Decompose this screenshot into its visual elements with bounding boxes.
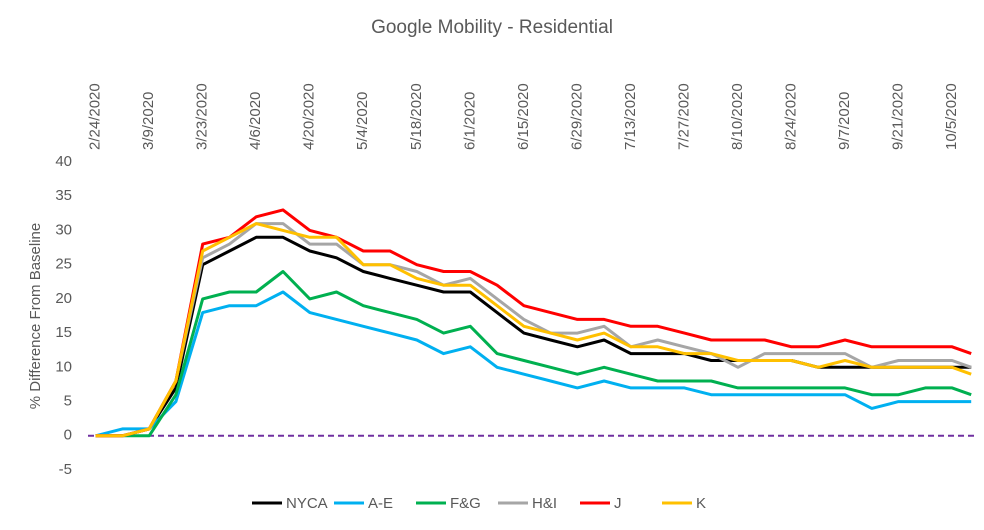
series-line — [95, 208, 972, 438]
y-axis-title: % Difference From Baseline — [27, 223, 44, 409]
legend-label: F&G — [450, 495, 481, 512]
y-tick-label: 25 — [55, 256, 72, 273]
y-tick-label: -5 — [59, 461, 72, 478]
x-tick-label: 6/1/2020 — [461, 92, 478, 150]
x-tick-label: 4/6/2020 — [247, 92, 264, 150]
series-line — [95, 235, 972, 438]
y-tick-label: 35 — [55, 187, 72, 204]
x-tick-label: 6/15/2020 — [515, 83, 532, 150]
y-tick-label: 5 — [64, 393, 72, 410]
series-line — [95, 222, 972, 438]
x-tick-label: 5/4/2020 — [354, 92, 371, 150]
legend-label: J — [614, 495, 622, 512]
y-tick-label: 10 — [55, 358, 72, 375]
x-tick-label: 2/24/2020 — [87, 83, 104, 150]
series-line — [95, 290, 972, 438]
x-tick-label: 10/5/2020 — [943, 83, 960, 150]
x-tick-label: 3/23/2020 — [194, 83, 211, 150]
x-tick-label: 7/27/2020 — [675, 83, 692, 150]
x-tick-label: 3/9/2020 — [140, 92, 157, 150]
legend-label: NYCA — [286, 495, 328, 512]
y-tick-label: 0 — [64, 427, 72, 444]
x-tick-label: 9/21/2020 — [890, 83, 907, 150]
y-tick-label: 30 — [55, 221, 72, 238]
x-tick-label: 4/20/2020 — [301, 83, 318, 150]
legend-label: H&I — [532, 495, 557, 512]
x-tick-label: 5/18/2020 — [408, 83, 425, 150]
x-tick-label: 7/13/2020 — [622, 83, 639, 150]
y-tick-label: 15 — [55, 324, 72, 341]
y-tick-label: 20 — [55, 290, 72, 307]
y-tick-label: 40 — [55, 153, 72, 170]
chart-title: Google Mobility - Residential — [371, 17, 613, 38]
legend-label: K — [696, 495, 706, 512]
series-line — [95, 222, 972, 438]
x-tick-label: 6/29/2020 — [568, 83, 585, 150]
x-tick-label: 9/7/2020 — [836, 92, 853, 150]
series-line — [95, 270, 972, 438]
x-tick-label: 8/10/2020 — [729, 83, 746, 150]
x-tick-label: 8/24/2020 — [782, 83, 799, 150]
legend-label: A-E — [368, 495, 393, 512]
